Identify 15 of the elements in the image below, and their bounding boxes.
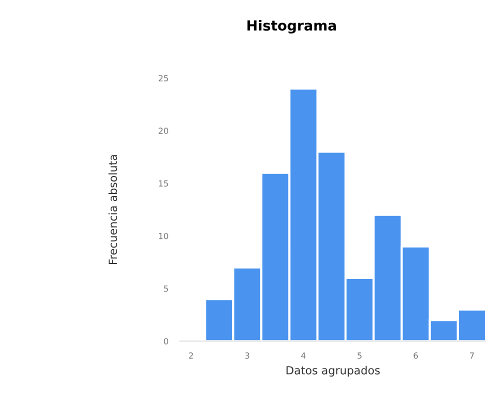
x-tick-label: 4 bbox=[301, 352, 306, 359]
x-tick-label: 5 bbox=[358, 352, 362, 359]
x-tick-label: 2 bbox=[189, 352, 193, 359]
x-tick-label: 6 bbox=[414, 352, 418, 359]
chart-title: Histograma bbox=[247, 20, 336, 34]
y-axis-title: Frecuencia absoluta bbox=[108, 155, 118, 264]
y-tick-label: 10 bbox=[159, 232, 168, 240]
y-tick-label: 5 bbox=[164, 286, 168, 292]
y-tick-label: 15 bbox=[159, 180, 168, 187]
y-tick-label: 20 bbox=[158, 128, 168, 134]
x-tick-label: 3 bbox=[245, 352, 250, 359]
x-tick-label: 7 bbox=[470, 352, 474, 359]
x-axis-title: Datos agrupados bbox=[286, 366, 380, 377]
y-tick-label: 25 bbox=[158, 75, 168, 82]
y-tick-label: 0 bbox=[164, 338, 168, 344]
